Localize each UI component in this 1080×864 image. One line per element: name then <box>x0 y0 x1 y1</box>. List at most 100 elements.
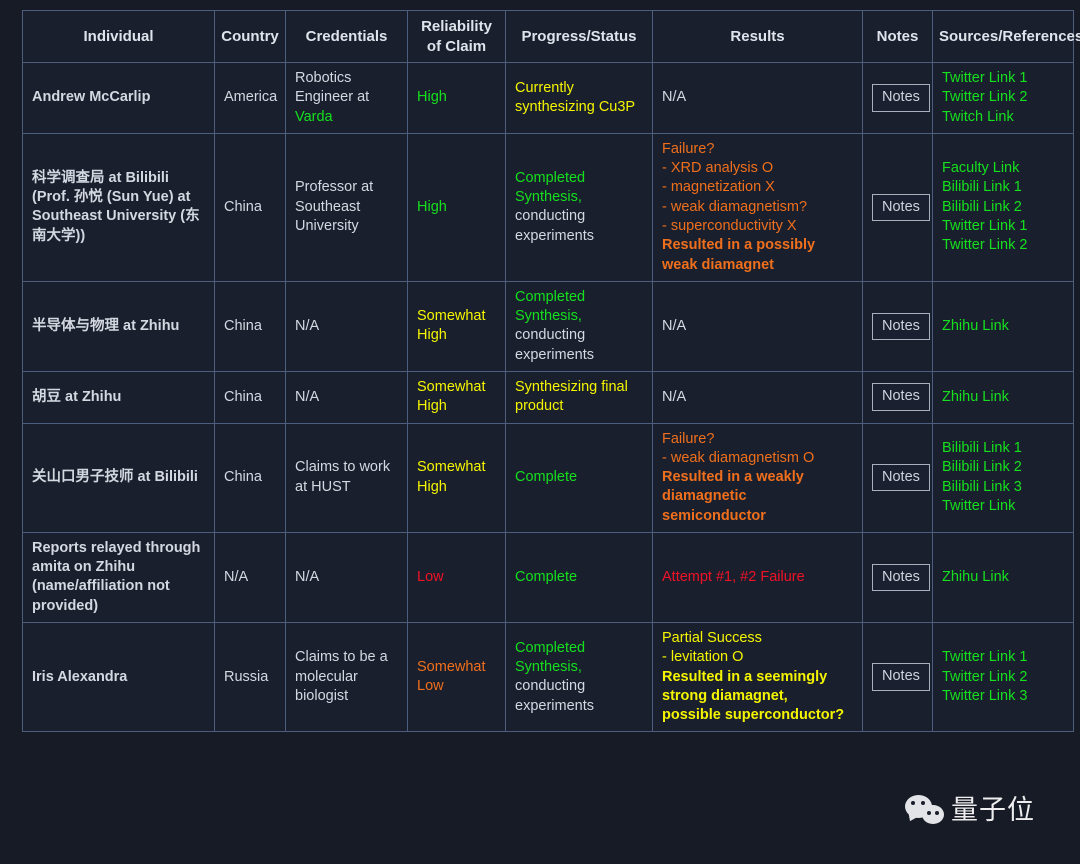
source-link[interactable]: Faculty Link <box>942 160 1020 177</box>
reliability-line: Somewhat <box>417 378 486 395</box>
source-link[interactable]: Bilibili Link 2 <box>942 198 1022 215</box>
results-line: Partial Success <box>662 630 762 647</box>
source-link[interactable]: Bilibili Link 3 <box>942 478 1022 495</box>
cell-notes: Notes <box>862 62 933 134</box>
cell-reliability: High <box>407 132 506 282</box>
credentials-line: N/A <box>295 568 320 585</box>
source-link[interactable]: Twitter Link 2 <box>942 89 1028 106</box>
cell-individual: 胡豆 at Zhihu <box>22 370 215 424</box>
progress-line: conducting <box>515 208 586 225</box>
reliability-line: High <box>417 478 447 495</box>
progress-line: Currently <box>515 79 574 96</box>
column-header-sources-references: Sources/References <box>932 10 1080 63</box>
source-link[interactable]: Bilibili Link 2 <box>942 459 1022 476</box>
cell-notes: Notes <box>862 422 933 533</box>
source-link[interactable]: Twitter Link 3 <box>942 687 1028 704</box>
results-line: Resulted in a seemingly <box>662 668 828 685</box>
cell-country: China <box>214 132 286 282</box>
source-link[interactable]: Bilibili Link 1 <box>942 440 1022 457</box>
cell-credentials: N/A <box>285 531 408 624</box>
progress-line: Completed <box>515 639 586 656</box>
cell-results: Failure? - XRD analysis O - magnetization … <box>652 132 863 282</box>
header-row: Individual Country Credentials Reliability o… <box>22 10 1080 63</box>
notes-button[interactable]: Notes <box>872 563 930 592</box>
source-link[interactable]: Twitter Link 1 <box>942 649 1028 666</box>
source-link[interactable]: Zhihu Link <box>942 388 1009 405</box>
table-row: Iris Alexandra Russia Claims to be a molecu… <box>22 622 1074 733</box>
source-link[interactable]: Zhihu Link <box>942 568 1009 585</box>
reliability-line: Somewhat <box>417 658 486 675</box>
credentials-line: University <box>295 217 359 234</box>
results-line: - levitation O <box>662 649 744 666</box>
cell-notes: Notes <box>862 531 933 624</box>
credentials-line: Robotics <box>295 70 352 86</box>
column-header-individual: Individual <box>22 10 215 63</box>
progress-line: Completed <box>515 288 586 305</box>
notes-button[interactable]: Notes <box>872 84 930 112</box>
cell-sources-references: Bilibili Link 1 Bilibili Link 2 Bilibili L… <box>932 422 1074 533</box>
reliability-line: Low <box>417 568 444 585</box>
progress-line: Synthesizing final <box>515 378 628 395</box>
results-line: weak diamagnet <box>662 256 775 273</box>
cell-individual: 半导体与物理 at Zhihu <box>22 280 215 372</box>
results-line: - superconductivity X <box>662 217 797 234</box>
credentials-line: Varda <box>295 108 333 125</box>
credentials-line: Southeast <box>295 198 361 215</box>
reliability-line: High <box>417 89 447 106</box>
source-link[interactable]: Twitter Link 1 <box>942 217 1028 234</box>
cell-individual: 科学调查局 at Bilibili (Prof. 孙悦 (Sun Yue) at… <box>22 132 215 282</box>
source-link[interactable]: Twitter Link 2 <box>942 668 1028 685</box>
results-line: Failure? <box>662 140 715 157</box>
source-link[interactable]: Twitch Link <box>942 108 1014 125</box>
cell-results: N/A <box>652 370 863 424</box>
cell-sources-references: Zhihu Link <box>932 280 1074 372</box>
cell-individual: Andrew McCarlip <box>22 62 215 134</box>
cell-reliability: Somewhat High <box>407 422 506 533</box>
column-header-line: of Claim <box>426 37 487 55</box>
notes-button[interactable]: Notes <box>872 663 930 691</box>
table-header: Individual Country Credentials Reliability o… <box>22 10 1080 63</box>
cell-reliability: Low <box>407 531 506 624</box>
cell-progress-status: Complete <box>505 531 653 624</box>
column-header-country: Country <box>214 10 286 63</box>
cell-sources-references: Zhihu Link <box>932 531 1074 624</box>
cell-individual: Reports relayed through amita on Zhihu (… <box>22 531 215 624</box>
credentials-line: biologist <box>295 687 349 704</box>
progress-line: Synthesis, <box>515 658 582 675</box>
notes-button[interactable]: Notes <box>872 383 930 411</box>
watermark: 量子位 <box>905 793 1035 827</box>
notes-button[interactable]: Notes <box>872 463 930 492</box>
source-link[interactable]: Zhihu Link <box>942 317 1009 334</box>
progress-line: experiments <box>515 697 594 714</box>
reliability-line: Somewhat <box>417 308 486 325</box>
cell-country: America <box>214 62 286 134</box>
results-line: - magnetization X <box>662 179 775 196</box>
notes-button[interactable]: Notes <box>872 312 930 341</box>
results-line: Attempt #1, #2 Failure <box>662 568 805 585</box>
results-line: semiconductor <box>662 507 766 524</box>
cell-progress-status: Synthesizing final product <box>505 370 653 424</box>
source-link[interactable]: Bilibili Link 1 <box>942 179 1022 196</box>
progress-line: Complete <box>515 469 578 486</box>
source-link[interactable]: Twitter Link <box>942 497 1016 514</box>
source-link[interactable]: Twitter Link 1 <box>942 70 1028 86</box>
cell-sources-references: Twitter Link 1 Twitter Link 2 Twitch Link <box>932 62 1074 134</box>
results-line: strong diamagnet, <box>662 687 788 704</box>
credentials-line: Claims to be a <box>295 649 388 666</box>
reliability-line: High <box>417 327 447 344</box>
cell-individual: Iris Alexandra <box>22 622 215 733</box>
table-row: Andrew McCarlip America Robotics Engineer a… <box>22 62 1074 134</box>
notes-button[interactable]: Notes <box>872 193 930 222</box>
table-row: 胡豆 at Zhihu China N/A Somewhat High Synthesiz… <box>22 370 1074 424</box>
column-header-notes: Notes <box>862 10 933 63</box>
results-line: Failure? <box>662 430 715 447</box>
cell-country: N/A <box>214 531 286 624</box>
results-line: - weak diamagnetism O <box>662 449 815 466</box>
claims-table: Individual Country Credentials Reliability o… <box>22 10 1080 733</box>
table-row: Reports relayed through amita on Zhihu (… <box>22 531 1074 624</box>
cell-notes: Notes <box>862 370 933 424</box>
cell-country: China <box>214 280 286 372</box>
cell-results: Attempt #1, #2 Failure <box>652 531 863 624</box>
cell-country: China <box>214 422 286 533</box>
source-link[interactable]: Twitter Link 2 <box>942 237 1028 254</box>
